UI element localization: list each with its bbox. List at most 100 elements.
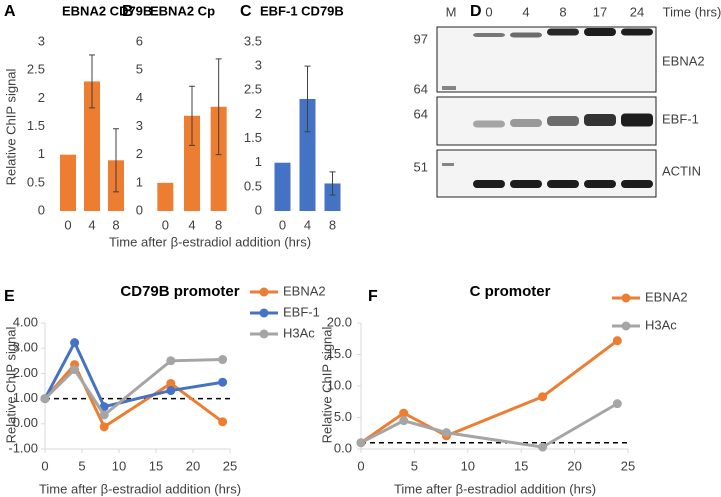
bar <box>274 162 291 211</box>
point <box>70 365 80 375</box>
y-tick-label: 0 <box>136 202 143 217</box>
y-axis-label: Relative ChIP signal <box>319 326 334 443</box>
row-label: EBF-1 <box>662 111 699 126</box>
x-tick-label: 8 <box>215 217 222 232</box>
x-tick-label: 4 <box>304 217 311 232</box>
y-tick-label: 15.0 <box>327 346 352 361</box>
blot-band <box>510 180 542 188</box>
y-tick-label: 2 <box>136 146 143 161</box>
blot-band <box>547 180 579 188</box>
panel-label: B <box>122 3 134 20</box>
point <box>40 394 50 404</box>
legend-marker <box>259 308 269 318</box>
blot-band <box>547 116 579 126</box>
y-tick-label: 2 <box>255 106 262 121</box>
bar <box>210 106 227 211</box>
x-tick-label: 10 <box>112 458 126 473</box>
point <box>399 408 409 418</box>
marker-label: 64 <box>414 106 428 121</box>
y-tick-label: 2.5 <box>27 62 45 77</box>
marker-label: 97 <box>414 31 428 46</box>
blot-band <box>473 33 505 37</box>
legend-label: EBNA2 <box>645 289 688 304</box>
ladder-band <box>442 86 456 90</box>
blot-band <box>510 119 542 127</box>
blot-band <box>621 113 653 127</box>
x-axis-label: Time after β-estradiol addition (hrs) <box>109 234 311 249</box>
ladder-band <box>442 163 454 166</box>
x-tick-label: 20 <box>567 458 581 473</box>
x-tick-label: 5 <box>78 458 85 473</box>
blot-band <box>547 28 579 36</box>
point <box>166 386 176 396</box>
point <box>218 417 228 427</box>
y-tick-label: 5.0 <box>334 409 352 424</box>
x-tick-label: 0 <box>162 217 169 232</box>
y-tick-label: 10.0 <box>327 377 352 392</box>
blot-band <box>510 32 542 38</box>
x-tick-label: 15 <box>514 458 528 473</box>
y-tick-label: 1 <box>38 146 45 161</box>
bar <box>324 183 341 211</box>
bar <box>60 154 76 211</box>
panel-label: E <box>4 288 15 305</box>
legend-label: EBF-1 <box>283 304 320 319</box>
y-tick-label: 3 <box>136 118 143 133</box>
legend-label: H3Ac <box>283 325 315 340</box>
y-tick-label: 3.00 <box>13 340 38 355</box>
y-tick-label: 4.00 <box>13 314 38 329</box>
blot-box <box>436 96 657 146</box>
series-line <box>360 402 619 449</box>
x-tick-label: 4 <box>88 217 95 232</box>
time-label: Time (hrs) <box>663 4 721 19</box>
lane-label: 8 <box>559 4 566 19</box>
chart-title: CD79B promoter <box>120 283 239 300</box>
y-tick-label: 1 <box>136 174 143 189</box>
y-tick-label: 0.5 <box>27 174 45 189</box>
point <box>538 442 548 452</box>
y-tick-label: 2.5 <box>244 82 262 97</box>
legend-marker <box>259 329 269 339</box>
point <box>70 338 80 348</box>
lane-label: 0 <box>485 4 492 19</box>
y-tick-label: 0 <box>38 202 45 217</box>
y-tick-label: 1.5 <box>244 130 262 145</box>
chart-title: EBNA2 CD79B <box>62 3 152 18</box>
bar <box>299 98 316 211</box>
legend-label: H3Ac <box>645 317 677 332</box>
legend-marker <box>259 287 269 297</box>
y-tick-label: 6 <box>136 33 143 48</box>
point <box>218 377 228 387</box>
panel-label: F <box>368 288 378 305</box>
marker-label: 51 <box>414 159 428 174</box>
y-tick-label: 20.0 <box>327 314 352 329</box>
lane-label: 17 <box>593 4 607 19</box>
y-tick-label: 2.00 <box>13 365 38 380</box>
blot-band <box>584 28 616 36</box>
bar <box>184 115 200 211</box>
y-tick-label: 3 <box>255 58 262 73</box>
x-tick-label: 25 <box>621 458 635 473</box>
legend-marker <box>621 321 631 331</box>
y-tick-label: -1.00 <box>8 440 38 455</box>
blot-box <box>436 149 657 198</box>
y-axis-label: Relative ChIP signal <box>3 326 18 443</box>
y-tick-label: 0.00 <box>13 415 38 430</box>
panel-label: A <box>4 3 16 20</box>
chart-title: EBNA2 Cp <box>150 3 215 18</box>
x-tick-label: 0 <box>41 458 48 473</box>
row-label: EBNA2 <box>662 53 705 68</box>
bar <box>157 182 174 211</box>
lane-label: M <box>446 4 457 19</box>
blot-box <box>436 26 657 93</box>
blot-band <box>584 180 616 188</box>
x-axis-label: Time after β-estradiol addition (hrs) <box>39 481 241 496</box>
x-tick-label: 5 <box>411 458 418 473</box>
y-tick-label: 1 <box>255 154 262 169</box>
point <box>538 392 548 402</box>
marker-label: 64 <box>414 81 428 96</box>
x-axis-label: Time after β-estradiol addition (hrs) <box>394 481 596 496</box>
point <box>99 422 109 432</box>
point <box>166 356 176 366</box>
